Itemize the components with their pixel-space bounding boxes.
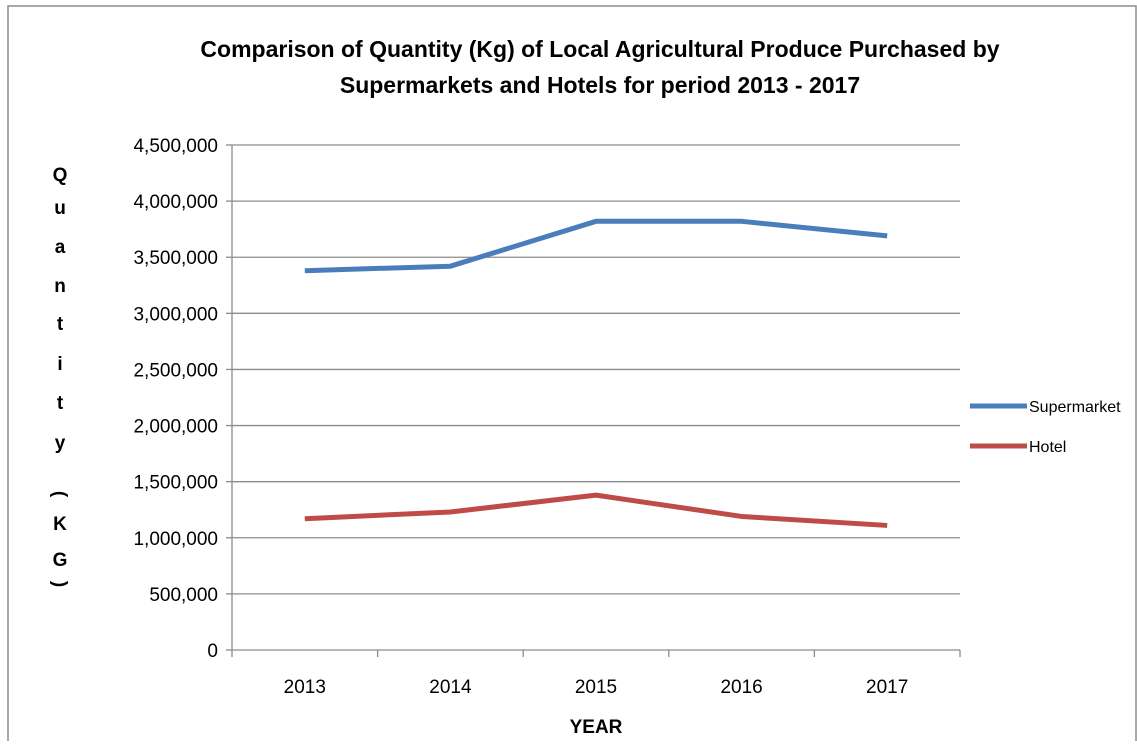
y-axis-title-char: Q: [53, 165, 68, 186]
y-axis-title-char: (: [49, 491, 70, 498]
legend: Supermarket Hotel: [970, 399, 1121, 456]
y-tick-label: 3,000,000: [133, 304, 218, 325]
y-tick-label: 2,000,000: [133, 417, 218, 438]
chart-border: [7, 5, 1137, 746]
x-tick-label: 2014: [429, 677, 472, 698]
y-tick-label: 0: [207, 641, 218, 662]
y-axis-title-char: G: [53, 550, 68, 571]
y-axis-title-char: y: [55, 433, 66, 454]
axes: 0 500,000 1,000,000 1,500,000 2,000,000 2,500…: [133, 136, 961, 698]
y-axis-title-char: t: [57, 393, 64, 414]
legend-label-hotel: Hotel: [1029, 439, 1066, 456]
y-axis-title-char: u: [54, 198, 66, 219]
series-line-hotel: [304, 492, 888, 528]
series-lines: [304, 218, 888, 528]
y-axis-title-char: n: [54, 276, 66, 297]
y-tick-label: 2,500,000: [133, 360, 218, 381]
legend-label-supermarket: Supermarket: [1029, 399, 1121, 416]
gridlines: [232, 144, 960, 595]
y-tick-label: 1,500,000: [133, 473, 218, 494]
x-tick-label: 2017: [866, 677, 908, 698]
series-line-supermarket: [304, 218, 888, 274]
y-axis-title-char: a: [55, 237, 66, 258]
x-axis-title: YEAR: [570, 717, 623, 738]
y-axis-title-char: K: [53, 514, 67, 535]
y-axis-title-char: i: [57, 354, 62, 375]
y-axis-title-char: t: [57, 314, 64, 335]
y-tick-label: 3,500,000: [133, 248, 218, 269]
chart-title-line-1: Comparison of Quantity (Kg) of Local Agr…: [200, 36, 999, 62]
chart-title-line-2: Supermarkets and Hotels for period 2013 …: [340, 72, 860, 98]
x-tick-label: 2013: [284, 677, 326, 698]
y-axis-title-char: ): [49, 581, 70, 587]
x-tick-label: 2016: [720, 677, 762, 698]
y-tick-label: 500,000: [149, 585, 218, 606]
x-tick-label: 2015: [575, 677, 617, 698]
y-tick-label: 4,500,000: [133, 136, 218, 157]
y-tick-label: 1,000,000: [133, 529, 218, 550]
y-axis-title: Quantity(KG): [49, 165, 70, 587]
y-tick-label: 4,000,000: [133, 192, 218, 213]
